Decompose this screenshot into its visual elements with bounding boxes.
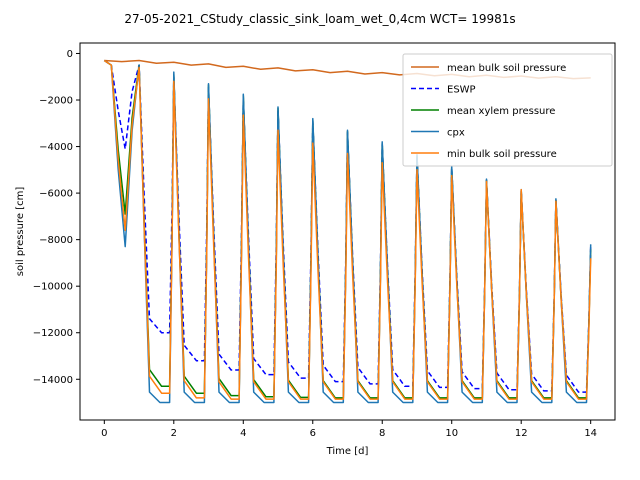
x-tick-label: 10 (445, 428, 458, 439)
legend: mean bulk soil pressure ESWP mean xylem pr… (402, 53, 613, 167)
x-tick-label: 8 (379, 428, 385, 439)
y-axis-label: soil pressure [cm] (15, 187, 26, 277)
legend-entry: min bulk soil pressure (447, 149, 557, 160)
y-tick-label: 0 (67, 49, 73, 60)
legend-entry: cpx (447, 128, 465, 139)
x-tick-label: 4 (240, 428, 246, 439)
y-tick-label: −10000 (33, 282, 73, 293)
x-tick-label: 2 (171, 428, 177, 439)
y-tick-label: −4000 (39, 142, 73, 153)
y-tick-label: −14000 (33, 375, 73, 386)
x-tick-label: 6 (310, 428, 316, 439)
y-tick-label: −8000 (39, 235, 73, 246)
series-line-4 (103, 59, 592, 400)
y-tick-label: −2000 (39, 96, 73, 107)
x-tick-label: 0 (101, 428, 107, 439)
legend-box (402, 53, 613, 167)
y-tick-label: −12000 (33, 328, 73, 339)
legend-entry: mean xylem pressure (447, 106, 555, 117)
legend-entry: mean bulk soil pressure (447, 63, 566, 74)
x-axis-label: Time [d] (326, 446, 369, 457)
x-tick-label: 12 (515, 428, 528, 439)
x-tick-label: 14 (584, 428, 597, 439)
y-tick-label: −6000 (39, 189, 73, 200)
plot-area: 0 2 4 6 8 10 12 14 0 −2000 −4000 −6000 −8000 −10000 −1… (33, 42, 616, 439)
legend-entry: ESWP (447, 85, 476, 96)
plot-frame (79, 42, 616, 421)
chart-title: 27-05-2021_CStudy_classic_sink_loam_wet_… (124, 12, 515, 26)
